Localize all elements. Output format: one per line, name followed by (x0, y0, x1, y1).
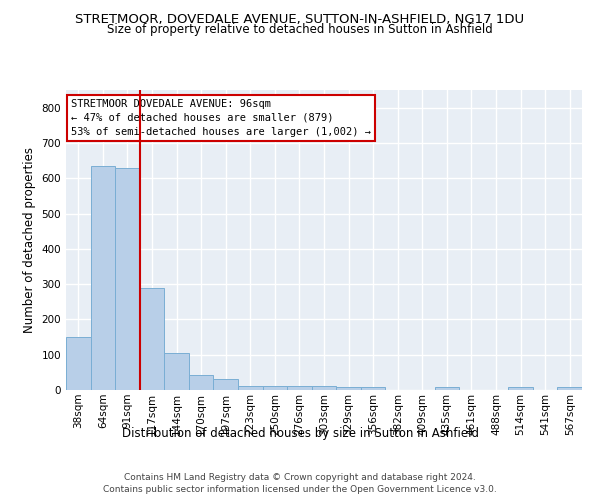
Bar (508, 387, 533, 390)
Bar (164, 353, 189, 390)
Text: Contains HM Land Registry data © Crown copyright and database right 2024.: Contains HM Land Registry data © Crown c… (124, 472, 476, 482)
Bar (140, 288, 164, 390)
Bar (557, 387, 582, 390)
Text: Contains public sector information licensed under the Open Government Licence v3: Contains public sector information licen… (103, 485, 497, 494)
Bar (312, 386, 336, 390)
Text: STRETMOOR DOVEDALE AVENUE: 96sqm
← 47% of detached houses are smaller (879)
53% : STRETMOOR DOVEDALE AVENUE: 96sqm ← 47% o… (71, 99, 371, 137)
Bar (434, 387, 459, 390)
Bar (189, 375, 214, 390)
Bar (91, 166, 115, 390)
Text: STRETMOOR, DOVEDALE AVENUE, SUTTON-IN-ASHFIELD, NG17 1DU: STRETMOOR, DOVEDALE AVENUE, SUTTON-IN-AS… (76, 12, 524, 26)
Bar (115, 168, 140, 390)
Y-axis label: Number of detached properties: Number of detached properties (23, 147, 36, 333)
Bar (287, 386, 312, 390)
Bar (361, 387, 385, 390)
Bar (214, 380, 238, 390)
Text: Size of property relative to detached houses in Sutton in Ashfield: Size of property relative to detached ho… (107, 22, 493, 36)
Bar (336, 387, 361, 390)
Bar (263, 386, 287, 390)
Text: Distribution of detached houses by size in Sutton in Ashfield: Distribution of detached houses by size … (121, 428, 479, 440)
Bar (238, 386, 263, 390)
Bar (66, 337, 91, 390)
